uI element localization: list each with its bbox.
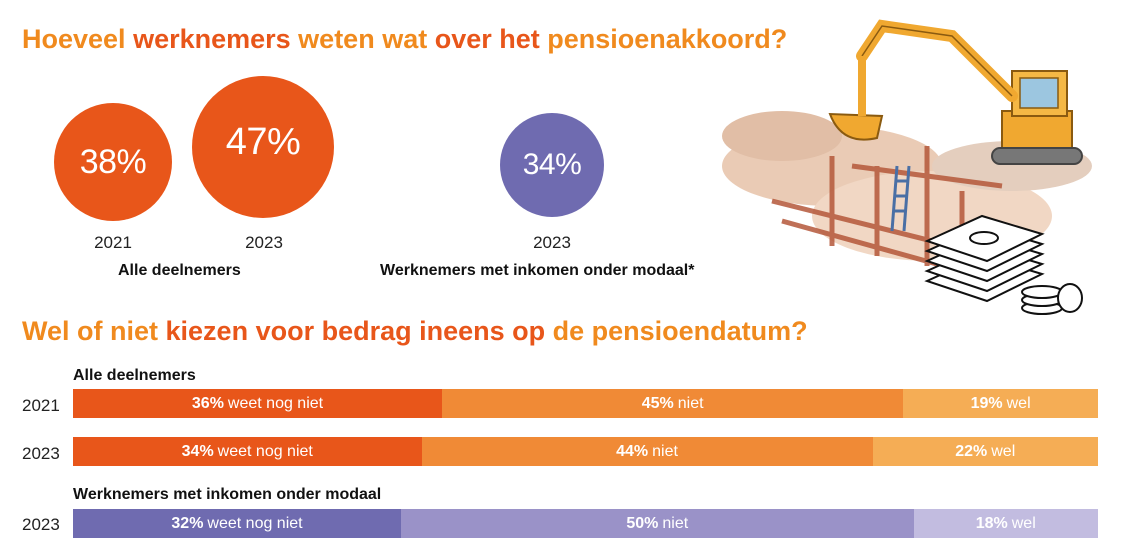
bar-segment-wel: 19% wel <box>903 389 1098 418</box>
stacked-bar: 36% weet nog niet 45% niet 19% wel <box>73 389 1098 418</box>
bar-segment-niet: 50% niet <box>401 509 914 538</box>
bar-segment-weet-nog-niet: 32% weet nog niet <box>73 509 401 538</box>
bubble-value: 47% <box>225 120 301 163</box>
ladder-icon <box>890 165 911 232</box>
money-stack-icon <box>924 214 1045 303</box>
bubble-value: 34% <box>522 148 582 181</box>
segment-label: wel <box>1011 514 1036 532</box>
bar-segment-wel: 22% wel <box>872 437 1098 466</box>
title-part: kiezen <box>165 316 256 346</box>
segment-value: 32% <box>171 514 204 532</box>
bar-segment-niet: 44% niet <box>421 437 873 466</box>
segment-label: wel <box>1006 394 1031 412</box>
bar-segment-weet-nog-niet: 34% weet nog niet <box>73 437 422 466</box>
bubble-alle-2021: 38% <box>54 103 172 221</box>
section-title: Wel of niet kiezen voor bedrag ineens op… <box>22 316 808 347</box>
bubble-modaal-2023: 34% <box>500 113 604 217</box>
year-label-2021: 2021 <box>94 233 132 252</box>
bar-segment-weet-nog-niet: 36% weet nog niet <box>73 389 442 418</box>
segment-value: 50% <box>626 514 659 532</box>
segment-label: weet nog niet <box>217 442 313 460</box>
bar-segment-wel: 18% wel <box>913 509 1098 538</box>
bubble-value: 38% <box>79 142 147 181</box>
title-part: over het <box>434 24 548 54</box>
excavator-money-illustration <box>722 19 1092 315</box>
segment-label: weet nog niet <box>227 394 324 412</box>
bar-year-label: 2021 <box>22 396 60 415</box>
section-label-modaal: Werknemers met inkomen onder modaal <box>73 486 382 503</box>
coins-icon <box>1021 283 1083 315</box>
excavator-icon <box>828 19 1083 165</box>
segment-value: 34% <box>181 442 214 460</box>
stacked-bar: 32% weet nog niet 50% niet 18% wel <box>73 509 1098 538</box>
segment-label: niet <box>677 394 704 412</box>
group-label-modaal: Werknemers met inkomen onder modaal* <box>380 262 695 279</box>
segment-value: 22% <box>955 442 988 460</box>
bubble-alle-2023: 47% <box>192 76 334 218</box>
segment-value: 44% <box>616 442 649 460</box>
segment-value: 36% <box>191 394 224 412</box>
title-part: weten wat <box>298 24 435 54</box>
stacked-bar: 34% weet nog niet 44% niet 22% wel <box>73 437 1098 466</box>
bar-year-label: 2023 <box>22 515 60 534</box>
title-part: werknemers <box>133 24 299 54</box>
title-part: Wel of niet <box>22 316 166 346</box>
title-part: Hoeveel <box>22 24 134 54</box>
segment-label: niet <box>652 442 678 460</box>
segment-value: 19% <box>970 394 1003 412</box>
segment-label: niet <box>662 514 689 532</box>
fence-icon <box>771 146 1003 276</box>
segment-label: weet nog niet <box>207 514 303 532</box>
segment-value: 18% <box>975 514 1008 532</box>
segment-label: wel <box>991 442 1016 460</box>
bar-year-label: 2023 <box>22 444 60 463</box>
bar-segment-niet: 45% niet <box>442 389 904 418</box>
segment-value: 45% <box>641 394 674 412</box>
year-label-2023-modaal: 2023 <box>533 233 571 252</box>
year-label-2023: 2023 <box>245 233 283 252</box>
main-title: Hoeveel werknemers weten wat over het pe… <box>22 24 787 55</box>
section-label-alle: Alle deelnemers <box>73 367 196 384</box>
title-part: voor bedrag ineens op <box>255 316 553 346</box>
group-label-alle: Alle deelnemers <box>118 262 241 279</box>
title-part: pensioenakkoord? <box>547 24 788 54</box>
title-part: de pensioendatum? <box>552 316 808 346</box>
